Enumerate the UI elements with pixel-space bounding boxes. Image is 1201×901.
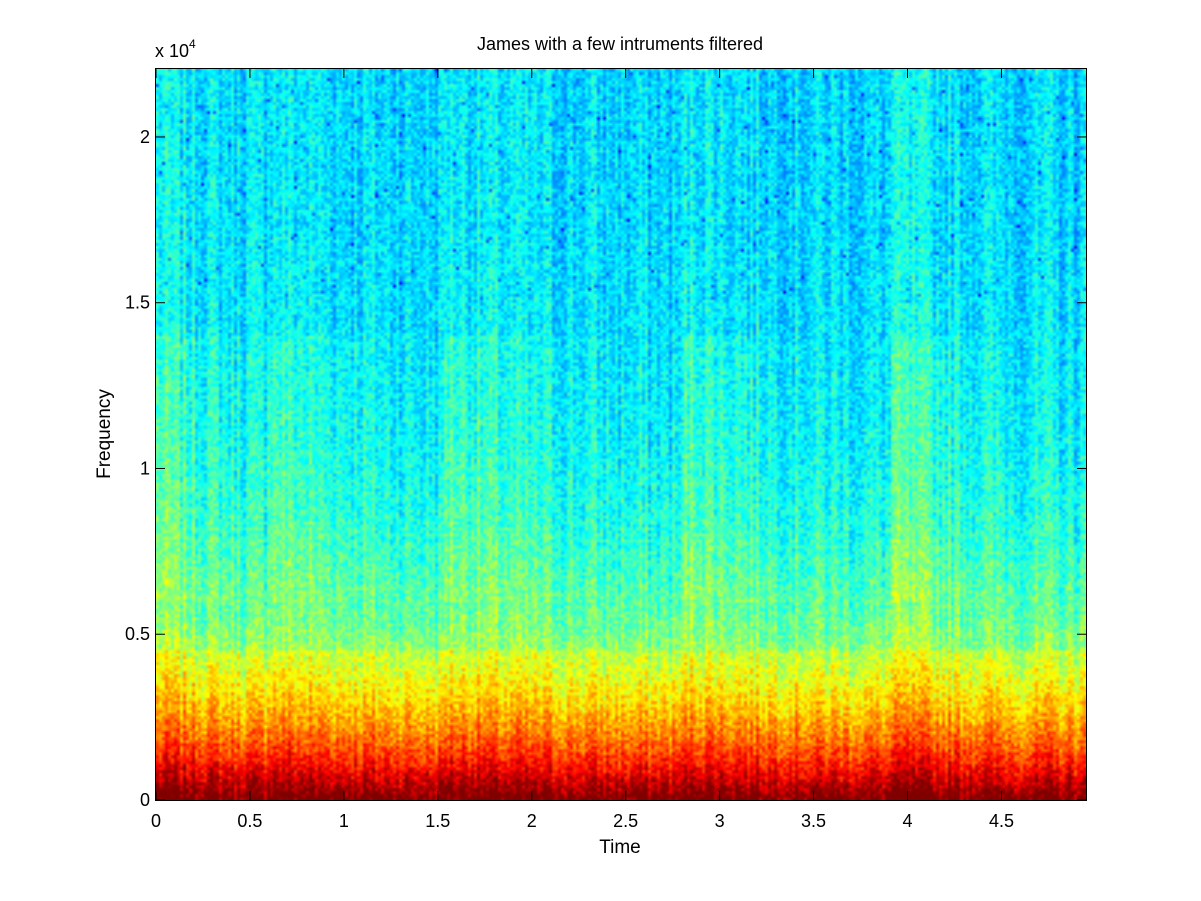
y-tick-label: 1 (140, 458, 150, 478)
y-tick-label: 2 (140, 127, 150, 147)
x-tick-label: 2 (527, 811, 537, 831)
x-tick-label: 1.5 (425, 811, 450, 831)
axis-ticks: 0 0.5 1 1.5 2 2.5 3 3.5 4 4.5 0 0.5 1 1.5 2 (125, 69, 1086, 831)
y-tick-label: 0.5 (125, 624, 150, 644)
x-tick-label: 4 (903, 811, 913, 831)
x-tick-label: 1 (339, 811, 349, 831)
y-axis-label: Frequency (94, 389, 115, 479)
x-tick-label: 0.5 (237, 811, 262, 831)
x-tick-label: 2.5 (613, 811, 638, 831)
x-axis-label: Time (599, 837, 641, 858)
y-tick-label: 1.5 (125, 293, 150, 313)
y-tick-label: 0 (140, 790, 150, 810)
y-exponent-label: x 104 (155, 37, 196, 61)
chart-title: James with a few intruments filtered (477, 34, 763, 54)
y-exponent-base: x 10 (155, 41, 189, 61)
spectrogram-heatmap (156, 69, 1086, 800)
x-tick-label: 4.5 (989, 811, 1014, 831)
x-tick-label: 3.5 (801, 811, 826, 831)
x-tick-label: 0 (151, 811, 161, 831)
x-tick-label: 3 (715, 811, 725, 831)
y-exponent-power: 4 (189, 37, 196, 51)
